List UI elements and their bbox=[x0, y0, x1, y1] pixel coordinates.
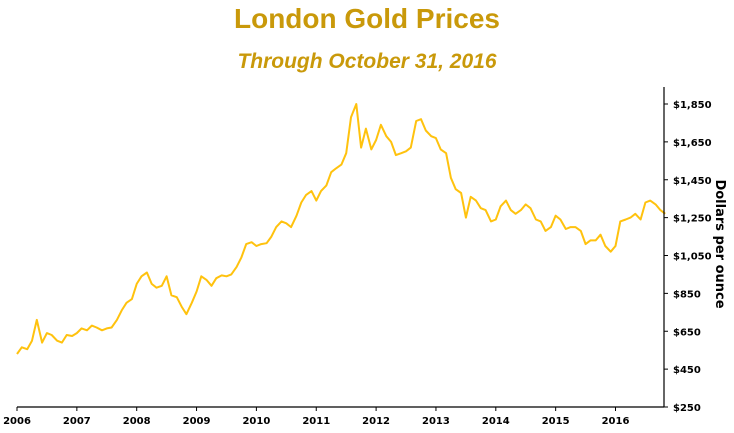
x-tick-label: 2012 bbox=[362, 416, 390, 427]
y-axis-ticks: $250 $450 $650 $850 $1,050 $1,250 $1,450 $1,650… bbox=[664, 100, 712, 414]
price-series-line bbox=[16, 103, 666, 355]
chart-subtitle: Through October 31, 2016 bbox=[237, 50, 497, 73]
x-tick-label: 2015 bbox=[542, 416, 570, 427]
y-tick-label: $1,450 bbox=[673, 176, 712, 187]
y-tick-label: $1,250 bbox=[673, 214, 712, 225]
x-tick-label: 2009 bbox=[183, 416, 211, 427]
y-axis-label: Dollars per ounce bbox=[712, 179, 727, 308]
y-tick-label: $1,050 bbox=[673, 252, 712, 263]
y-tick-label: $1,850 bbox=[673, 100, 712, 111]
y-tick-label: $450 bbox=[673, 365, 701, 376]
y-tick-label: $250 bbox=[673, 403, 701, 414]
chart-title: London Gold Prices bbox=[233, 3, 500, 34]
x-tick-label: 2016 bbox=[602, 416, 630, 427]
y-tick-label: $850 bbox=[673, 289, 701, 300]
x-tick-label: 2011 bbox=[302, 416, 330, 427]
x-tick-label: 2013 bbox=[422, 416, 450, 427]
y-tick-label: $650 bbox=[673, 327, 701, 338]
x-axis-ticks: 2006 2007 2008 2009 2010 2011 2012 2013 2014 2015… bbox=[3, 407, 629, 427]
x-tick-label: 2007 bbox=[63, 416, 91, 427]
price-line bbox=[16, 103, 666, 355]
x-tick-label: 2006 bbox=[3, 416, 31, 427]
x-tick-label: 2010 bbox=[242, 416, 270, 427]
y-tick-label: $1,650 bbox=[673, 138, 712, 149]
x-tick-label: 2008 bbox=[123, 416, 151, 427]
x-tick-label: 2014 bbox=[482, 416, 510, 427]
